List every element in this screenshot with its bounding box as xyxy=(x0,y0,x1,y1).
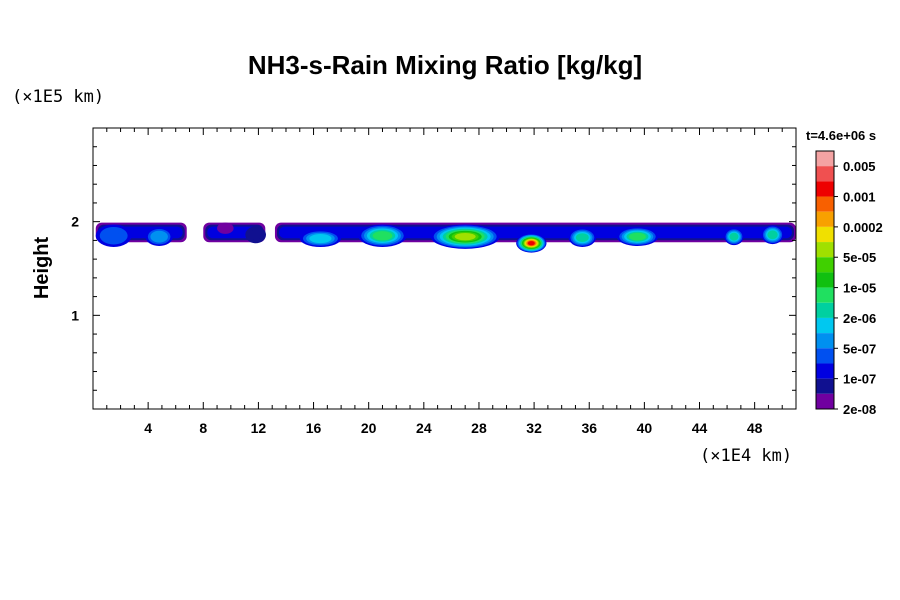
chart-title: NH3-s-Rain Mixing Ratio [kg/kg] xyxy=(248,50,642,80)
colorbar-label: 0.0002 xyxy=(843,220,883,235)
y-axis-label: Height xyxy=(31,237,53,300)
colorbar-swatch xyxy=(816,226,834,243)
cloud-cell xyxy=(249,229,262,240)
colorbar-label: 5e-07 xyxy=(843,341,876,356)
x-tick-label: 12 xyxy=(251,420,267,436)
colorbar-label: 2e-06 xyxy=(843,311,876,326)
x-tick-label: 24 xyxy=(416,420,432,436)
cloud-cell xyxy=(731,234,736,239)
x-tick-label: 4 xyxy=(144,420,152,436)
colorbar: 0.005 0.001 0.0002 5e-05 1e-05 2e-06 5e-07 1e-0… xyxy=(815,150,883,417)
cloud-cell xyxy=(579,235,586,240)
cloud-cell xyxy=(217,222,234,234)
y-tick-label: 1 xyxy=(71,307,79,323)
colorbar-swatch xyxy=(816,151,834,167)
cloud-cell xyxy=(378,233,387,238)
colorbar-swatch xyxy=(816,348,834,364)
x-tick-label: 16 xyxy=(306,420,322,436)
plot-frame xyxy=(92,127,797,410)
colorbar-swatch xyxy=(816,317,834,334)
x-tick-label: 20 xyxy=(361,420,377,436)
colorbar-label: 0.005 xyxy=(843,159,876,174)
colorbar-label: 1e-05 xyxy=(843,281,876,296)
cloud-cell xyxy=(155,234,163,240)
colorbar-swatch xyxy=(816,302,834,318)
colorbar-swatch xyxy=(816,363,834,379)
colorbar-swatch xyxy=(816,196,834,212)
colorbar-swatch xyxy=(816,242,834,258)
cloud-cell xyxy=(107,231,120,240)
colorbar-swatch xyxy=(816,211,834,227)
x-tick-label: 48 xyxy=(747,420,763,436)
colorbar-label: 5e-05 xyxy=(843,250,876,265)
x-unit-label: (×1E4 km) xyxy=(700,446,792,466)
colorbar-label: 0.001 xyxy=(843,190,876,205)
colorbar-swatch xyxy=(816,378,834,394)
colorbar-swatch xyxy=(816,393,834,409)
x-tick-label: 28 xyxy=(471,420,487,436)
y-unit-label: (×1E5 km) xyxy=(12,87,104,107)
heatmap-field xyxy=(95,222,796,253)
colorbar-swatch xyxy=(816,166,834,182)
colorbar-label: 1e-07 xyxy=(843,372,876,387)
colorbar-swatch xyxy=(816,272,834,288)
colorbar-swatch xyxy=(816,257,834,273)
x-tick-label: 32 xyxy=(526,420,542,436)
colorbar-frame xyxy=(815,150,835,410)
time-label: t=4.6e+06 s xyxy=(806,128,876,143)
colorbar-swatch xyxy=(816,181,834,197)
cloud-cell xyxy=(460,235,470,239)
colorbar-label: 2e-08 xyxy=(843,402,876,417)
x-tick-label: 8 xyxy=(199,420,207,436)
cloud-base-layer xyxy=(278,226,792,239)
x-tick-label: 36 xyxy=(581,420,597,436)
colorbar-swatch xyxy=(816,287,834,303)
colorbar-swatch xyxy=(816,333,834,349)
y-tick-label: 2 xyxy=(71,214,79,230)
cloud-cell xyxy=(633,235,642,239)
x-tick-label: 44 xyxy=(692,420,708,436)
cloud-cell xyxy=(315,236,326,241)
cloud-cell xyxy=(770,232,775,237)
cloud-cell xyxy=(529,241,534,245)
x-tick-label: 40 xyxy=(637,420,653,436)
